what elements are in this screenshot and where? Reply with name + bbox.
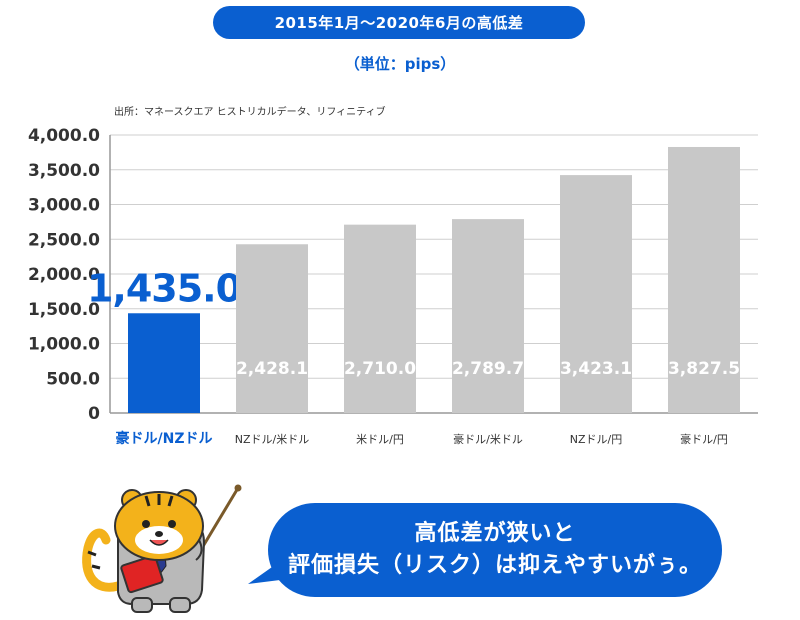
speech-line-1: 高低差が狭いと [414, 521, 576, 546]
bar [668, 146, 740, 413]
x-tick-label: 豪ドル/円 [680, 432, 728, 446]
y-tick-label: 500.0 [46, 369, 100, 389]
x-tick-label: 米ドル/円 [356, 433, 404, 446]
bar [236, 244, 308, 413]
y-tick-label: 0 [88, 404, 100, 424]
y-tick-label: 4,000.0 [28, 126, 100, 146]
data-label: 2,710.0 [344, 359, 416, 379]
speech-bubble: 高低差が狭いと 評価損失（リスク）は抑えやすいがぅ。 [268, 503, 722, 597]
bar [128, 313, 200, 413]
data-label: 2,789.7 [452, 359, 524, 379]
bar-chart: 4,000.0 3,500.0 3,000.0 2,500.0 2,000.0 1,500… [28, 126, 758, 447]
speech-line-2: 評価損失（リスク）は抑えやすいがぅ。 [287, 553, 702, 578]
y-tick-label: 2,500.0 [28, 230, 100, 250]
x-tick-label: 豪ドル/米ドル [453, 432, 523, 446]
unit-label: （単位：pips） [344, 55, 456, 73]
y-tick-label: 3,000.0 [28, 196, 100, 216]
bar [452, 219, 524, 413]
x-tick-label: 豪ドル/NZドル [116, 430, 213, 447]
y-tick-label: 1,000.0 [28, 335, 100, 355]
chart-title: 2015年1月〜2020年6月の高低差 [213, 6, 585, 39]
y-tick-label: 2,000.0 [28, 265, 100, 285]
data-label: 3,827.5 [668, 359, 740, 379]
data-label: 3,423.1 [560, 359, 632, 379]
source-note: 出所：マネースクエア ヒストリカルデータ、リフィニティブ [114, 107, 386, 118]
data-label: 1,435.0 [87, 266, 241, 310]
tiger-mascot-pointer-icon [82, 484, 242, 613]
x-tick-label: NZドル/円 [570, 433, 622, 446]
bar [560, 175, 632, 413]
x-tick-label: NZドル/米ドル [235, 433, 309, 446]
y-tick-label: 1,500.0 [28, 300, 100, 320]
bar [344, 224, 416, 413]
y-tick-label: 3,500.0 [28, 161, 100, 181]
data-label: 2,428.1 [236, 359, 308, 379]
